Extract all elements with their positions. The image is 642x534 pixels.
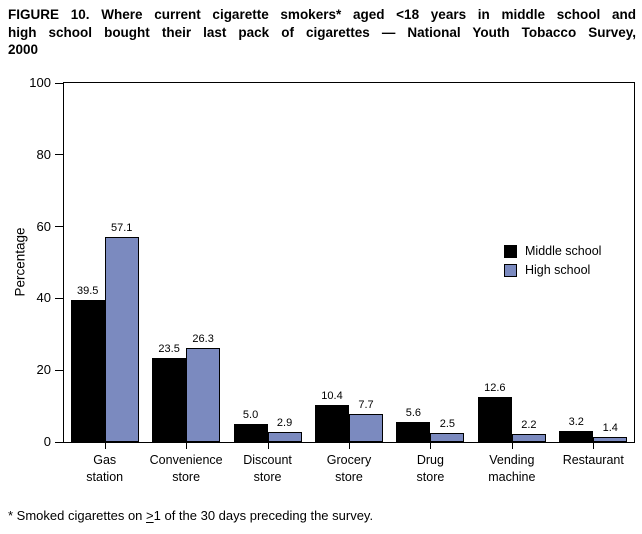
y-axis-tick — [55, 154, 63, 156]
category-label-line: Restaurant — [562, 453, 624, 467]
bar-group: 3.2 1.4 Restaurant — [553, 83, 634, 467]
footnote-prefix: * Smoked cigarettes on — [8, 508, 147, 523]
category-label-line: Grocery — [326, 453, 372, 467]
bar-group: 23.5 26.3 Convenience store — [145, 83, 226, 484]
footnote-geq-symbol: > — [146, 508, 154, 523]
legend-swatch-high-school — [504, 264, 517, 277]
bar-value-label: 12.6 — [484, 382, 506, 394]
legend-label: Middle school — [525, 244, 602, 258]
x-axis-tick — [267, 443, 269, 449]
category-label: Vending machine — [471, 452, 552, 486]
y-axis-tick — [55, 83, 63, 84]
bar-group: 12.6 2.2 Vending machine — [471, 83, 552, 484]
bar-high-school: 57.1 — [104, 222, 139, 442]
category-label-line: store — [335, 470, 363, 484]
category-label-line: Vending — [489, 453, 535, 467]
category-label-line: Drug — [416, 453, 444, 467]
bar-middle-school: 23.5 — [152, 343, 187, 442]
category-label: Drug store — [390, 452, 471, 486]
y-axis-title: Percentage — [12, 227, 28, 297]
bar-high-school: 2.2 — [511, 419, 546, 442]
plot-area: Middle school High school 0 20 40 60 80 100 39.… — [29, 75, 635, 484]
y-axis-tick-label: 40 — [36, 290, 51, 306]
x-axis-tick — [593, 443, 595, 449]
bar-group: 5.0 2.9 Discount store — [227, 83, 308, 484]
bar-value-label: 1.4 — [602, 422, 618, 434]
bar-value-label: 5.6 — [405, 407, 422, 419]
bar-value-label: 10.4 — [321, 390, 343, 402]
y-axis-tick-label: 100 — [29, 75, 51, 90]
figure-title-line-3: 2000 — [8, 42, 39, 57]
x-axis-tick — [430, 443, 432, 449]
y-axis-tick-label: 60 — [36, 218, 51, 234]
category-label-line: store — [416, 470, 445, 484]
bar-value-label: 2.9 — [276, 417, 293, 429]
y-axis-tick-label: 20 — [36, 362, 51, 378]
legend-swatch-middle-school — [504, 245, 517, 258]
x-axis-tick — [104, 443, 106, 449]
category-label-line: machine — [488, 470, 536, 484]
category-label-line: Discount — [243, 453, 292, 467]
figure-title-line-1: FIGURE 10. Where current cigarette smoke… — [8, 7, 636, 22]
category-label-line: station — [86, 470, 124, 484]
bar-middle-school: 10.4 — [314, 390, 349, 442]
bar-middle-school: 5.6 — [396, 407, 431, 442]
y-axis-tick — [55, 369, 63, 371]
category-label-line: Gas — [93, 453, 117, 467]
bar-high-school: 2.9 — [267, 417, 302, 442]
bar-group: 10.4 7.7 Grocery store — [308, 83, 389, 484]
category-label: Convenience store — [145, 452, 226, 486]
bar-value-label: 23.5 — [158, 343, 180, 355]
legend-label: High school — [525, 263, 591, 277]
bar-middle-school: 12.6 — [477, 382, 512, 442]
category-label-line: Convenience — [149, 453, 223, 467]
footnote: * Smoked cigarettes on >1 of the 30 days… — [8, 508, 373, 523]
category-label: Grocery store — [308, 452, 389, 486]
bar-value-label: 57.1 — [110, 222, 133, 234]
bar-group: 39.5 57.1 Gas station — [64, 83, 145, 484]
y-axis-tick — [55, 297, 63, 299]
category-label: Gas station — [64, 452, 145, 486]
y-axis-tick — [55, 226, 63, 228]
y-axis-tick — [55, 441, 63, 443]
bar-high-school: 2.5 — [430, 418, 465, 442]
category-label: Restaurant — [553, 452, 634, 469]
y-axis-tick-label: 0 — [43, 434, 51, 449]
bar-value-label: 2.2 — [521, 419, 537, 431]
category-label: Discount store — [227, 452, 308, 486]
category-label-line: store — [172, 470, 201, 484]
bar-high-school: 26.3 — [186, 333, 221, 442]
x-axis-tick — [511, 443, 513, 449]
bar-value-label: 2.5 — [439, 418, 456, 430]
bar-value-label: 26.3 — [192, 333, 214, 345]
footnote-rest: 1 of the 30 days preceding the survey. — [153, 508, 374, 523]
bar-group: 5.6 2.5 Drug store — [390, 83, 471, 484]
bar-high-school: 7.7 — [348, 399, 383, 442]
figure-title: FIGURE 10. Where current cigarette smoke… — [8, 6, 636, 59]
legend-item: Middle school — [504, 244, 601, 259]
bar-middle-school: 5.0 — [233, 409, 268, 442]
x-axis-tick — [186, 443, 188, 449]
bar-high-school: 1.4 — [593, 422, 628, 442]
bar-middle-school: 3.2 — [559, 416, 594, 442]
bar-value-label: 5.0 — [242, 409, 259, 421]
bar-value-label: 7.7 — [358, 399, 374, 411]
x-axis-tick — [348, 443, 350, 449]
category-label-line: store — [253, 470, 282, 484]
figure-title-line-2: high school bought their last pack of ci… — [8, 24, 636, 40]
bar-middle-school: 39.5 — [70, 285, 105, 442]
bar-value-label: 39.5 — [76, 285, 99, 297]
bar-value-label: 3.2 — [568, 416, 584, 428]
legend-item: High school — [504, 263, 601, 278]
y-axis-tick-label: 80 — [36, 146, 51, 162]
legend: Middle school High school — [504, 244, 601, 282]
